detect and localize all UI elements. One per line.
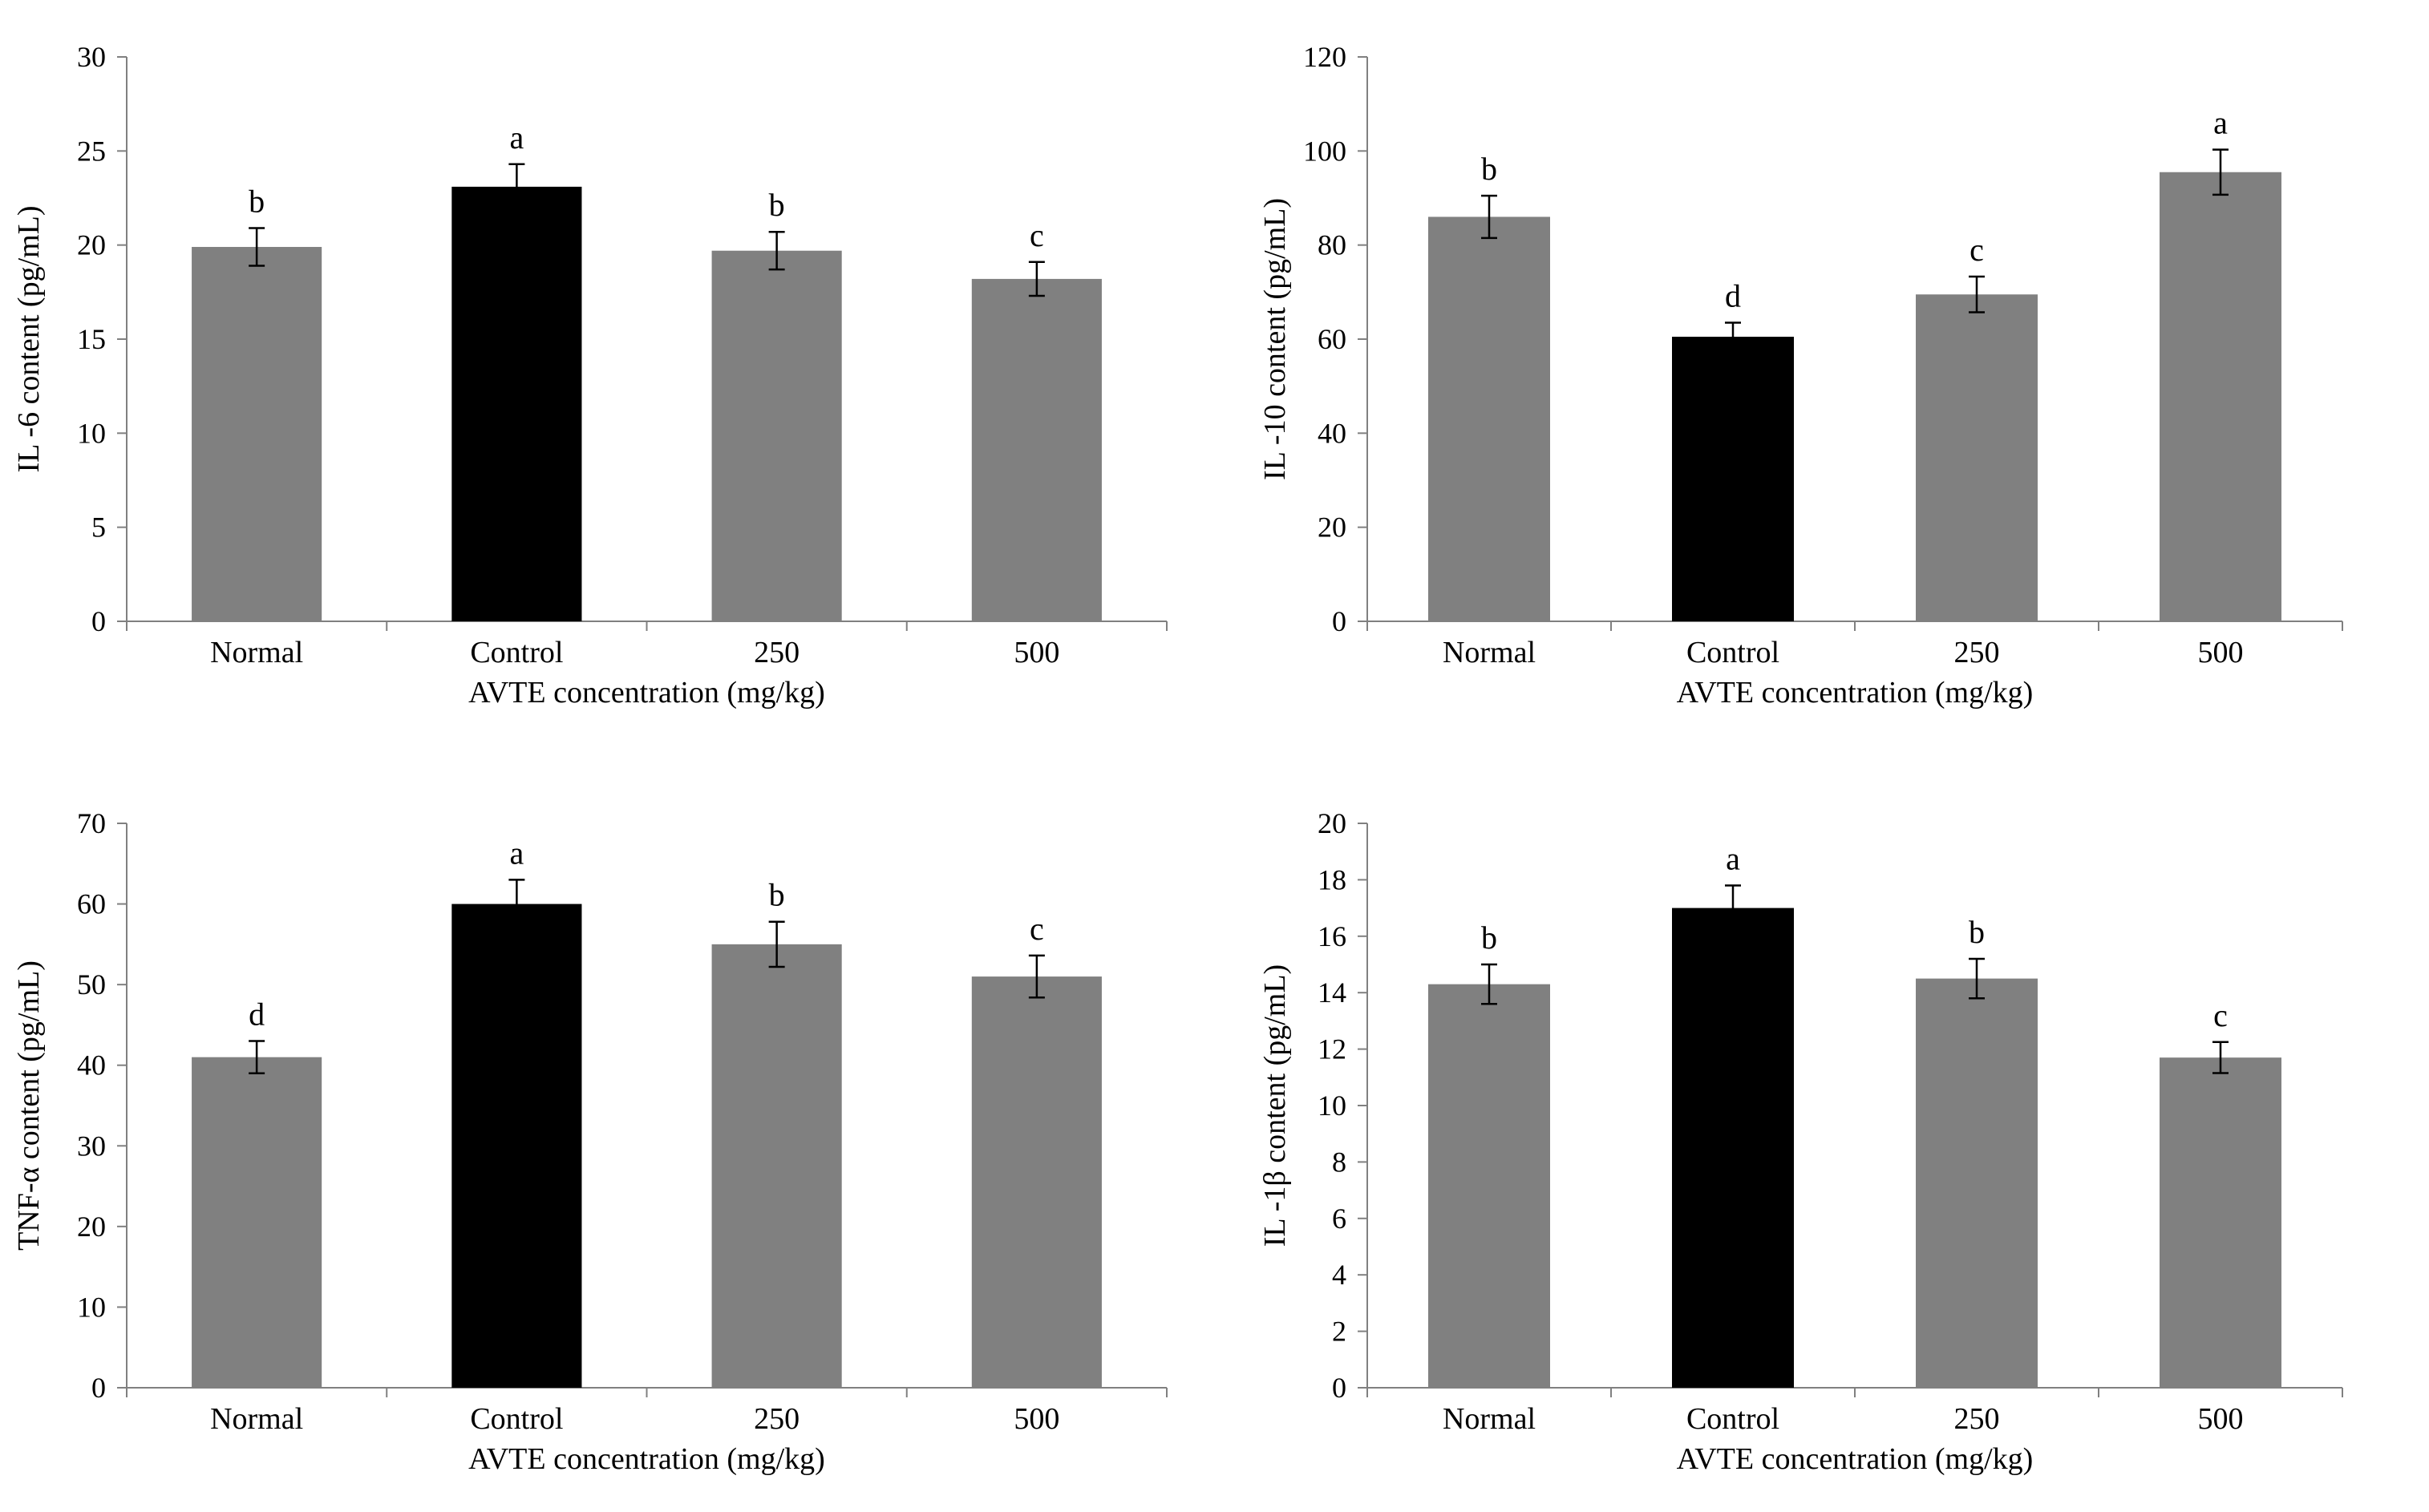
panel-1-x-axis-title: AVTE concentration (mg/kg): [468, 676, 825, 710]
panel-4-y-tick-label: 20: [1318, 807, 1346, 839]
panel-1-category-label: Control: [470, 636, 563, 669]
panel-4-significance-letter: a: [1726, 840, 1740, 876]
panel-3-y-tick-label: 10: [77, 1291, 106, 1323]
panel-3-category-label: Control: [470, 1402, 563, 1436]
panel-4-y-tick-label: 12: [1318, 1033, 1346, 1065]
panel-4-significance-letter: b: [1969, 914, 1985, 950]
panel-2-y-tick-label: 60: [1318, 323, 1346, 355]
panel-1-y-tick-label: 5: [91, 511, 106, 544]
panel-3-significance-letter: c: [1030, 911, 1044, 947]
panel-3-y-tick-label: 20: [77, 1211, 106, 1243]
panel-2-category-label: 250: [1954, 636, 2000, 669]
panel-2-y-tick-label: 0: [1332, 605, 1346, 637]
panel-4-bar-500: [2160, 1057, 2281, 1388]
panel-3-y-tick-label: 40: [77, 1049, 106, 1081]
panel-1-category-label: Normal: [210, 636, 303, 669]
panel-4-category-label: Normal: [1443, 1402, 1536, 1436]
panel-1-significance-letter: b: [249, 184, 265, 220]
panel-2-y-axis-title: IL -10 content (pg/mL): [1258, 198, 1292, 480]
panel-3-y-tick-label: 70: [77, 807, 106, 839]
panel-2-category-label: 500: [2198, 636, 2244, 669]
panel-4-y-tick-label: 4: [1332, 1259, 1346, 1291]
panel-2-significance-letter: c: [1970, 232, 1984, 268]
panel-1-y-tick-label: 0: [91, 605, 106, 637]
panel-3-bar-normal: [192, 1057, 322, 1388]
panel-4-significance-letter: b: [1481, 920, 1497, 956]
panel-4-y-axis-title: IL -1β content (pg/mL): [1258, 964, 1292, 1247]
panel-3-y-tick-label: 60: [77, 888, 106, 920]
panel-3-y-tick-label: 30: [77, 1130, 106, 1162]
panel-2-y-tick-label: 100: [1303, 135, 1346, 167]
panel-3-category-label: 250: [754, 1402, 800, 1436]
panel-1-significance-letter: c: [1030, 217, 1044, 253]
panel-2-y-tick-label: 120: [1303, 41, 1346, 73]
panel-1-significance-letter: a: [509, 119, 524, 156]
panel-4-significance-letter: c: [2213, 997, 2228, 1033]
panel-1-bar-normal: [192, 247, 322, 621]
panel-1-significance-letter: b: [769, 187, 785, 223]
panel-3-category-label: Normal: [210, 1402, 303, 1436]
panel-1-bar-control: [451, 186, 582, 622]
panel-2-category-label: Normal: [1443, 636, 1536, 669]
panel-3-bar-control: [451, 904, 582, 1388]
panel-4-bar-250: [1916, 978, 2038, 1388]
panel-1-y-axis-title: IL -6 content (pg/mL): [12, 205, 46, 472]
panel-2-y-tick-label: 20: [1318, 511, 1346, 544]
panel-3-x-axis-title: AVTE concentration (mg/kg): [468, 1442, 825, 1476]
panel-1-category-label: 250: [754, 636, 800, 669]
panel-2-bar-control: [1672, 337, 1794, 621]
panel-1-bar-500: [971, 278, 1102, 621]
panel-3-significance-letter: b: [769, 877, 785, 913]
panel-1-y-tick-label: 10: [77, 417, 106, 449]
panel-1-category-label: 500: [1014, 636, 1059, 669]
panel-3-bar-250: [711, 944, 842, 1388]
panel-2-y-tick-label: 80: [1318, 229, 1346, 261]
panel-2-bar-normal: [1428, 216, 1550, 621]
panel-2-significance-letter: a: [2213, 105, 2228, 141]
panel-1-bar-250: [711, 250, 842, 621]
panel-4-y-tick-label: 0: [1332, 1372, 1346, 1404]
panel-2-category-label: Control: [1686, 636, 1779, 669]
panel-4-y-tick-label: 8: [1332, 1146, 1346, 1178]
panel-3-bar-500: [971, 976, 1102, 1388]
panel-2-significance-letter: b: [1481, 151, 1497, 187]
panel-4-category-label: 250: [1954, 1402, 2000, 1436]
panel-2-y-tick-label: 40: [1318, 417, 1346, 449]
panel-3-y-axis-title: TNF-α content (pg/mL): [12, 960, 46, 1251]
panel-2-bar-250: [1916, 294, 2038, 621]
panel-4-y-tick-label: 18: [1318, 863, 1346, 895]
panel-3-significance-letter: d: [249, 997, 265, 1033]
panel-1-y-tick-label: 25: [77, 135, 106, 167]
panel-1-y-tick-label: 20: [77, 229, 106, 261]
panel-4-category-label: 500: [2198, 1402, 2244, 1436]
panel-4-category-label: Control: [1686, 1402, 1779, 1436]
panel-2-x-axis-title: AVTE concentration (mg/kg): [1677, 676, 2034, 710]
panel-4-y-tick-label: 14: [1318, 976, 1346, 1009]
panel-2-bar-500: [2160, 172, 2281, 621]
panel-4-bar-normal: [1428, 984, 1550, 1388]
panel-4-y-tick-label: 2: [1332, 1316, 1346, 1348]
panel-1-y-tick-label: 15: [77, 323, 106, 355]
panel-4-y-tick-label: 6: [1332, 1203, 1346, 1235]
panel-3-category-label: 500: [1014, 1402, 1059, 1436]
panel-2-significance-letter: d: [1725, 277, 1741, 313]
panel-4-y-tick-label: 16: [1318, 920, 1346, 952]
panel-4-x-axis-title: AVTE concentration (mg/kg): [1677, 1442, 2034, 1476]
panel-4-y-tick-label: 10: [1318, 1090, 1346, 1122]
panel-1-y-tick-label: 30: [77, 41, 106, 73]
panel-3-y-tick-label: 0: [91, 1372, 106, 1404]
panel-3-y-tick-label: 50: [77, 968, 106, 1001]
panel-3-significance-letter: a: [509, 835, 524, 871]
panel-4-bar-control: [1672, 908, 1794, 1388]
